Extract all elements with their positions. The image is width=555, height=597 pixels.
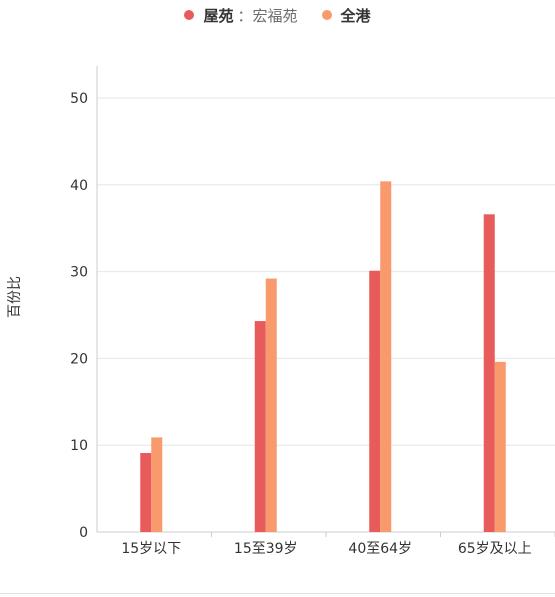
y-tick-label: 0 [79,525,88,541]
y-tick-label: 50 [70,91,88,107]
legend-label-series-2: 全港 [340,6,371,25]
x-tick-label: 15至39岁 [234,541,298,557]
bar-series-2 [380,181,392,532]
bar-series-2 [265,278,277,532]
legend-sublabel-series-1: ：宏福苑 [237,6,298,25]
y-tick-label: 10 [70,438,88,454]
bar-series-2 [151,437,163,532]
legend: 屋苑 ：宏福苑 全港 [0,4,555,26]
x-tick-label: 15岁以下 [121,541,181,557]
legend-item-series-1[interactable]: 屋苑 ：宏福苑 [184,5,298,26]
y-tick-label: 40 [70,178,88,194]
bar-series-1 [483,214,495,532]
x-tick-label: 65岁及以上 [458,541,532,557]
legend-marker-series-1 [184,10,195,20]
bar-series-1 [254,321,266,532]
bottom-divider [0,593,555,594]
bar-series-1 [140,453,152,532]
x-tick-label: 40至64岁 [348,541,412,557]
legend-item-series-2[interactable]: 全港 [321,5,371,26]
bar-series-2 [494,361,506,532]
bar-series-1 [369,270,381,532]
y-tick-label: 30 [70,265,88,281]
legend-label-series-1: 屋苑 [203,6,234,25]
y-tick-label: 20 [70,351,88,367]
legend-marker-series-2 [321,10,332,20]
